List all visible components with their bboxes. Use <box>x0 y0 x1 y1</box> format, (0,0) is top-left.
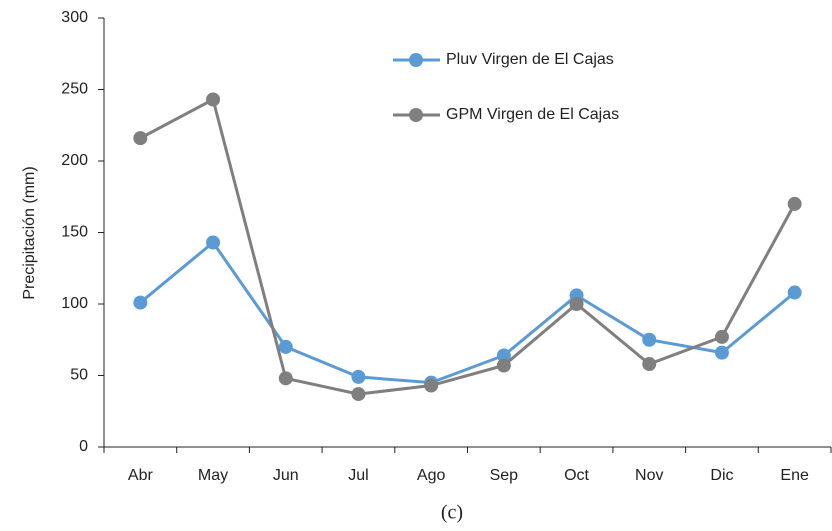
caption: (c) <box>441 502 463 524</box>
data-point <box>206 92 221 107</box>
x-tick-label: Ene <box>780 467 809 484</box>
data-point <box>278 339 293 354</box>
x-tick-label: Oct <box>564 467 589 484</box>
y-tick-label: 200 <box>61 152 88 169</box>
x-tick-label: Sep <box>490 467 519 484</box>
y-tick-label: 150 <box>61 224 88 241</box>
x-tick-label: May <box>198 467 228 484</box>
x-tick-label: Jul <box>348 467 368 484</box>
y-tick-label: 100 <box>61 295 88 312</box>
data-point <box>133 295 148 310</box>
data-point <box>496 358 511 373</box>
y-tick-label: 0 <box>79 438 88 455</box>
data-point <box>351 387 366 402</box>
x-tick-label: Dic <box>710 467 733 484</box>
series-line <box>139 240 796 385</box>
data-point <box>569 297 584 311</box>
data-point <box>714 345 729 360</box>
y-tick-label: 300 <box>61 9 88 26</box>
legend-label: GPM Virgen de El Cajas <box>446 106 619 123</box>
x-tick-label: Nov <box>635 467 663 484</box>
x-tick-label: Abr <box>128 467 154 484</box>
y-tick-label: 250 <box>61 81 88 98</box>
series-line <box>139 97 796 396</box>
data-point <box>642 332 657 347</box>
legend-marker <box>409 108 423 122</box>
legend-label: Pluv Virgen de El Cajas <box>446 51 614 68</box>
y-axis-label: Precipitación (mm) <box>21 166 38 299</box>
data-point <box>351 369 366 384</box>
data-point <box>787 285 802 300</box>
y-tick-label: 50 <box>70 367 88 384</box>
data-point <box>642 357 657 372</box>
legend-marker <box>409 53 423 67</box>
data-point <box>496 348 511 363</box>
data-point <box>787 196 802 211</box>
data-point <box>206 235 221 250</box>
data-point <box>424 378 439 393</box>
data-point <box>714 329 729 344</box>
data-point <box>278 371 293 386</box>
data-point <box>133 131 148 146</box>
x-tick-label: Ago <box>417 467 446 484</box>
x-tick-label: Jun <box>273 467 299 484</box>
